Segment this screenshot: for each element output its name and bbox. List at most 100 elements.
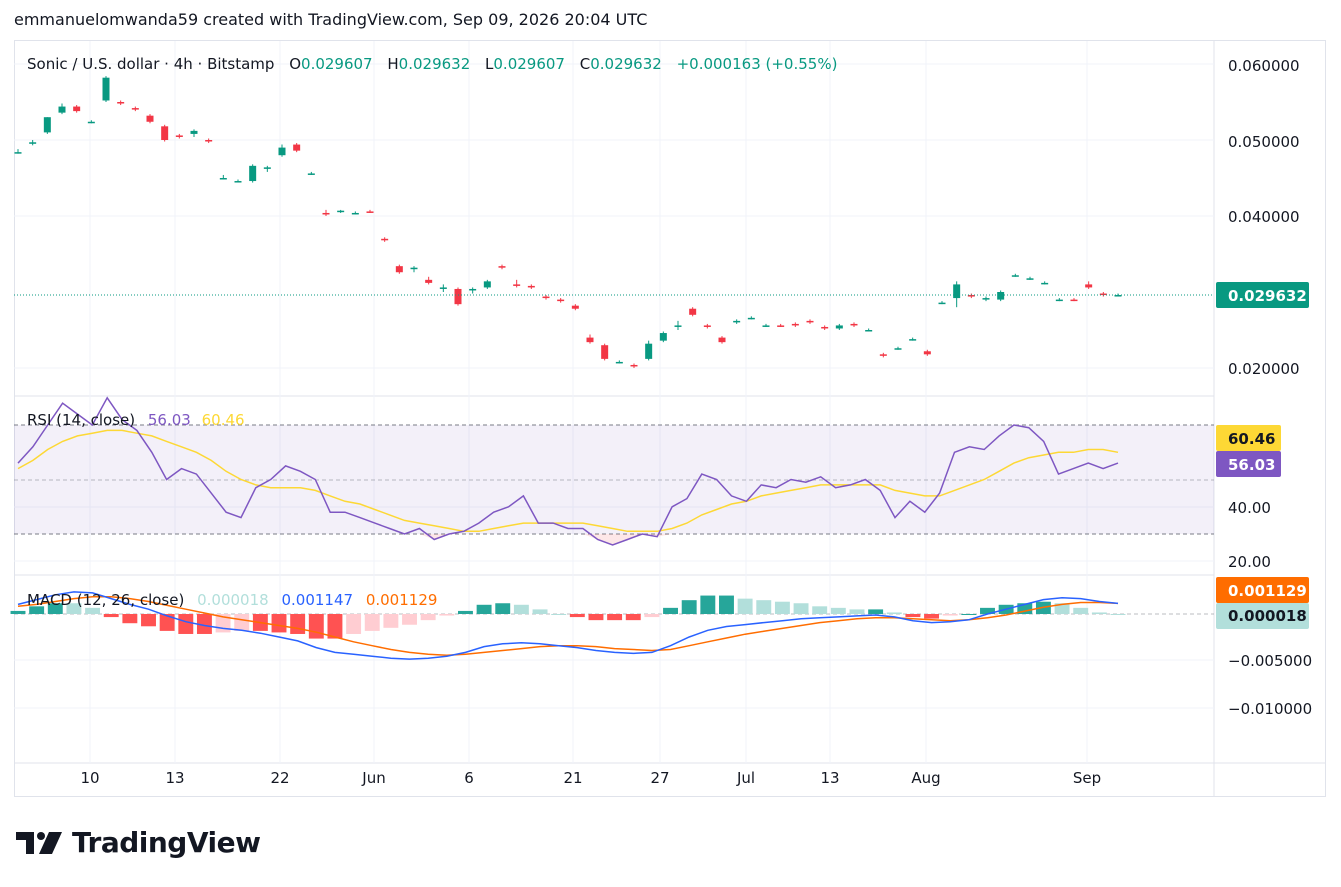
time-label-10: 10 — [80, 769, 99, 787]
macd-hist-bar — [346, 614, 362, 634]
candle-body — [923, 351, 931, 355]
macd-hist-bar — [290, 614, 306, 634]
candle — [586, 334, 594, 344]
price-axis[interactable]: 0.060000 0.050000 0.040000 0.020000 0.02… — [1216, 57, 1309, 378]
candle — [234, 179, 242, 183]
macd-hist-badge-label: 0.000018 — [1228, 607, 1307, 625]
grid-lines — [14, 41, 1214, 763]
candle-body — [43, 117, 51, 133]
candle-body — [689, 308, 697, 315]
time-axis[interactable]: 10 13 22 Jun 6 21 27 Jul 13 Aug Sep — [80, 769, 1101, 787]
candle-body — [1070, 299, 1078, 302]
candle-body — [953, 284, 961, 299]
candle-body — [175, 135, 183, 137]
symbol-label: Sonic / U.S. dollar · 4h · Bitstamp — [27, 55, 274, 73]
candle-body — [1114, 295, 1122, 297]
low-label: L — [485, 55, 494, 73]
candle — [14, 149, 22, 154]
rsi-axis[interactable]: 60.46 56.03 40.00 20.00 — [1216, 425, 1281, 571]
candle — [527, 284, 535, 289]
change-value: +0.000163 (+0.55%) — [677, 55, 838, 73]
macd-hist-bar — [737, 598, 753, 614]
rsi-badge-label: 56.03 — [1228, 456, 1275, 474]
current-price-badge — [1216, 282, 1309, 308]
time-label-jul: Jul — [736, 769, 755, 787]
candle-body — [879, 354, 887, 356]
candle-body — [982, 298, 990, 300]
candle-body — [454, 288, 462, 305]
candle — [821, 325, 829, 330]
macd-hist-bar — [942, 614, 958, 616]
macd-tick-1: −0.010000 — [1228, 700, 1312, 718]
macd-hist-bar — [924, 614, 940, 619]
attribution-header: emmanuelomwanda59 created with TradingVi… — [14, 10, 648, 29]
candle — [909, 337, 917, 341]
macd-line — [17, 591, 1119, 660]
macd-legend: MACD (12, 26, close) 0.000018 0.001147 0… — [27, 591, 437, 609]
candle — [146, 114, 154, 124]
candle-body — [395, 266, 403, 273]
macd-title: MACD (12, 26, close) — [27, 591, 184, 609]
macd-hist-bar — [402, 614, 417, 625]
candle-body — [659, 333, 667, 341]
open-value: 0.029607 — [301, 55, 373, 73]
time-label-6: 6 — [464, 769, 474, 787]
candle — [307, 171, 315, 175]
tradingview-logo-text: TradingView — [72, 826, 261, 859]
candle-body — [718, 337, 726, 343]
macd-hist-bar — [234, 614, 250, 631]
macd-hist-bar — [103, 614, 119, 618]
candle — [747, 316, 755, 320]
chart-frame — [14, 40, 1326, 797]
rsi-band — [14, 425, 1214, 534]
candle — [1099, 292, 1107, 297]
price-tick-3: 0.020000 — [1228, 360, 1300, 378]
candle-body — [322, 212, 330, 215]
candle — [601, 343, 609, 361]
time-label-27: 27 — [650, 769, 669, 787]
rsi-oversold-fill — [18, 534, 1118, 545]
tradingview-logo-icon — [16, 831, 62, 854]
low-value: 0.029607 — [493, 55, 565, 73]
macd-axis[interactable]: 0.001129 0.000018 −0.005000 −0.010000 — [1216, 577, 1312, 718]
candle — [1055, 298, 1063, 302]
candle-body — [366, 211, 374, 213]
macd-hist-bar — [271, 614, 287, 633]
candle-body — [58, 106, 66, 113]
time-label-13: 13 — [165, 769, 184, 787]
candle — [278, 144, 286, 157]
candle — [469, 287, 477, 294]
current-price-label: 0.029632 — [1228, 287, 1307, 305]
candle — [249, 164, 257, 183]
candle-body — [278, 147, 286, 156]
macd-hist-bar — [141, 614, 156, 627]
time-label-22: 22 — [270, 769, 289, 787]
candle-body — [1011, 275, 1019, 277]
candle — [718, 336, 726, 344]
tradingview-logo[interactable]: TradingView — [16, 826, 261, 859]
candle — [190, 129, 198, 137]
candle-body — [293, 144, 301, 151]
candle-body — [410, 267, 418, 270]
candle — [1041, 281, 1049, 285]
macd-hist-badge — [1216, 603, 1309, 629]
macd-hist-bar — [383, 614, 399, 628]
candle — [953, 281, 961, 308]
candle-body — [557, 299, 565, 302]
macd-hist-bar — [1110, 614, 1126, 615]
candle-body — [29, 142, 37, 144]
macd-hist-bar — [476, 604, 492, 614]
candle — [1070, 298, 1078, 302]
macd-hist-bar — [830, 607, 846, 614]
candle-body — [527, 285, 535, 288]
time-label-13b: 13 — [820, 769, 839, 787]
macd-value: 0.001147 — [281, 591, 353, 609]
macd-signal-value: 0.001129 — [366, 591, 438, 609]
candle — [1011, 273, 1019, 277]
candle-body — [835, 325, 843, 329]
candle — [351, 211, 359, 215]
macd-hist-bar — [607, 614, 623, 621]
candle-body — [601, 345, 609, 359]
candle — [29, 140, 37, 146]
